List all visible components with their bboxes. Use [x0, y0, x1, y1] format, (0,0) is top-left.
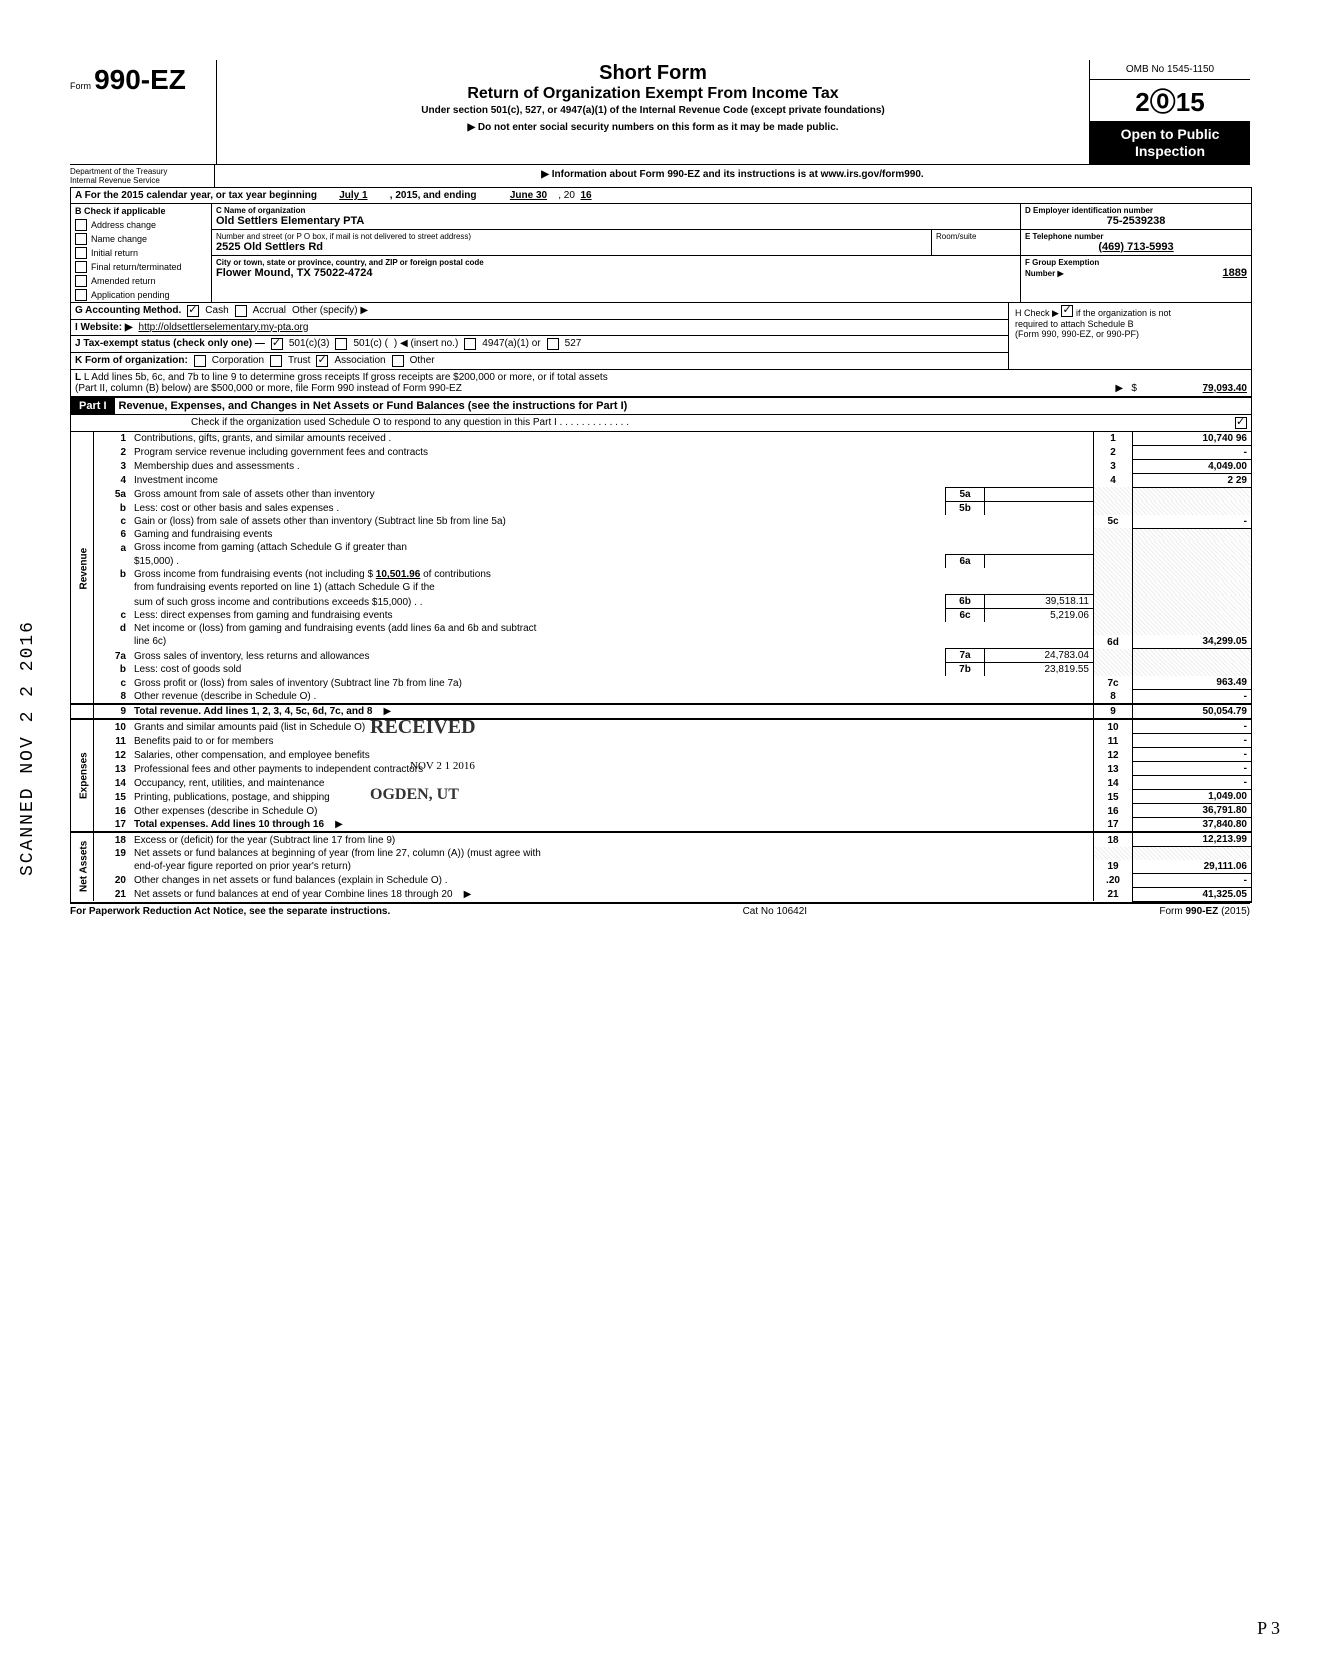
section-h: H Check ▶ if the organization is not req…: [1008, 303, 1251, 369]
chk-amended[interactable]: [75, 275, 87, 287]
chk-final-return[interactable]: [75, 261, 87, 273]
page-number-handwritten: P 3: [1257, 1618, 1280, 1639]
chk-other-org[interactable]: [392, 355, 404, 367]
return-title: Return of Organization Exempt From Incom…: [225, 85, 1081, 103]
chk-4947[interactable]: [464, 338, 476, 350]
ein-section: D Employer identification number 75-2539…: [1021, 204, 1251, 230]
revenue-label: Revenue: [71, 432, 94, 705]
chk-schedule-b[interactable]: [1061, 305, 1073, 317]
chk-trust[interactable]: [270, 355, 282, 367]
form-number: 990-EZ: [94, 64, 186, 95]
footer: For Paperwork Reduction Act Notice, see …: [70, 903, 1250, 917]
ogden-stamp: OGDEN, UT: [370, 786, 459, 804]
note-ssn: ▶ Do not enter social security numbers o…: [225, 122, 1081, 133]
line-a-tax-year: A For the 2015 calendar year, or tax yea…: [71, 188, 1251, 204]
expenses-label: Expenses: [71, 719, 94, 832]
dept-treasury: Department of the Treasury Internal Reve…: [70, 165, 215, 187]
line-k-org-form: K Form of organization: Corporation Trus…: [71, 353, 1008, 369]
tax-year: 2⓪15: [1090, 80, 1250, 122]
org-name-row: C Name of organization Old Settlers Elem…: [212, 204, 1020, 230]
phone-section: E Telephone number (469) 713-5993: [1021, 230, 1251, 256]
info-link: ▶ Information about Form 990-EZ and its …: [215, 165, 1250, 187]
part-1-header: Part I Revenue, Expenses, and Changes in…: [71, 396, 1251, 415]
omb-number: OMB No 1545-1150: [1090, 60, 1250, 80]
form-header: Form 990-EZ Short Form Return of Organiz…: [70, 60, 1250, 164]
chk-527[interactable]: [547, 338, 559, 350]
received-date-stamp: NOV 2 1 2016: [410, 760, 475, 772]
line-g-accounting: G Accounting Method. Cash Accrual Other …: [71, 303, 1008, 320]
schedule-o-check: Check if the organization used Schedule …: [71, 415, 1251, 432]
street-address: Number and street (or P O box, if mail i…: [212, 230, 931, 255]
line-j-tax-exempt: J Tax-exempt status (check only one) — 5…: [71, 336, 1008, 353]
room-suite: Room/suite: [931, 230, 1020, 255]
subtitle: Under section 501(c), 527, or 4947(a)(1)…: [225, 105, 1081, 116]
chk-address-change[interactable]: [75, 219, 87, 231]
received-stamp: RECEIVED: [370, 716, 476, 739]
netassets-label: Net Assets: [71, 832, 94, 901]
chk-cash[interactable]: [187, 305, 199, 317]
main-form-body: A For the 2015 calendar year, or tax yea…: [70, 187, 1252, 903]
chk-assoc[interactable]: [316, 355, 328, 367]
line-l: L L Add lines 5b, 6c, and 7b to line 9 t…: [71, 369, 1251, 396]
form-prefix: Form: [70, 81, 91, 91]
chk-initial-return[interactable]: [75, 247, 87, 259]
chk-schedule-o[interactable]: [1235, 417, 1247, 429]
city-row: City or town, state or province, country…: [212, 256, 1020, 281]
chk-pending[interactable]: [75, 289, 87, 301]
section-b-checkboxes: B Check if applicable Address change Nam…: [71, 204, 212, 302]
line-i-website: I Website: ▶ http://oldsettlerselementar…: [71, 320, 1008, 336]
chk-501c3[interactable]: [271, 338, 283, 350]
chk-corp[interactable]: [194, 355, 206, 367]
scanned-stamp: SCANNED NOV 2 2 2016: [18, 620, 38, 876]
part1-lines: Revenue 1Contributions, gifts, grants, a…: [71, 432, 1251, 902]
open-to-public: Open to Public Inspection: [1090, 122, 1250, 164]
short-form-title: Short Form: [225, 62, 1081, 85]
chk-name-change[interactable]: [75, 233, 87, 245]
chk-501c[interactable]: [335, 338, 347, 350]
chk-accrual[interactable]: [235, 305, 247, 317]
group-exemption: F Group Exemption Number ▶ 1889: [1021, 256, 1251, 281]
